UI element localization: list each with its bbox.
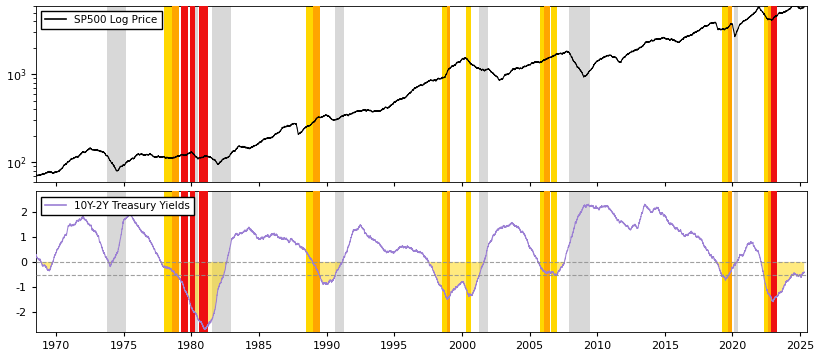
Bar: [313, 191, 320, 332]
Bar: [164, 191, 172, 332]
Bar: [313, 6, 320, 182]
Bar: [191, 6, 198, 182]
Bar: [442, 6, 447, 182]
Bar: [442, 191, 447, 332]
Bar: [212, 6, 231, 182]
Bar: [191, 191, 198, 332]
Bar: [466, 191, 471, 332]
Bar: [172, 191, 179, 332]
Bar: [734, 191, 738, 332]
Bar: [335, 191, 343, 332]
Bar: [544, 191, 550, 332]
Bar: [771, 6, 777, 182]
Bar: [306, 191, 313, 332]
Bar: [551, 6, 557, 182]
Bar: [190, 191, 195, 332]
Bar: [728, 191, 732, 332]
Bar: [212, 191, 231, 332]
Bar: [172, 6, 179, 182]
Bar: [107, 6, 126, 182]
Bar: [539, 191, 544, 332]
Bar: [447, 6, 450, 182]
Bar: [764, 191, 768, 332]
Bar: [335, 6, 343, 182]
Bar: [190, 6, 195, 182]
Bar: [447, 191, 450, 332]
Bar: [722, 6, 728, 182]
Bar: [551, 191, 557, 332]
Bar: [722, 191, 728, 332]
Bar: [569, 6, 590, 182]
Bar: [479, 6, 488, 182]
Bar: [466, 6, 471, 182]
Bar: [164, 6, 172, 182]
Bar: [734, 6, 738, 182]
Bar: [200, 6, 208, 182]
Bar: [728, 6, 732, 182]
Bar: [200, 191, 208, 332]
Bar: [569, 191, 590, 332]
Bar: [479, 191, 488, 332]
Bar: [181, 6, 188, 182]
Bar: [306, 6, 313, 182]
Bar: [107, 191, 126, 332]
Bar: [539, 6, 544, 182]
Bar: [771, 191, 777, 332]
Bar: [544, 6, 550, 182]
Bar: [768, 6, 771, 182]
Legend: SP500 Log Price: SP500 Log Price: [41, 11, 162, 29]
Bar: [181, 191, 188, 332]
Bar: [764, 6, 768, 182]
Legend: 10Y-2Y Treasury Yields: 10Y-2Y Treasury Yields: [41, 197, 195, 215]
Bar: [768, 191, 771, 332]
